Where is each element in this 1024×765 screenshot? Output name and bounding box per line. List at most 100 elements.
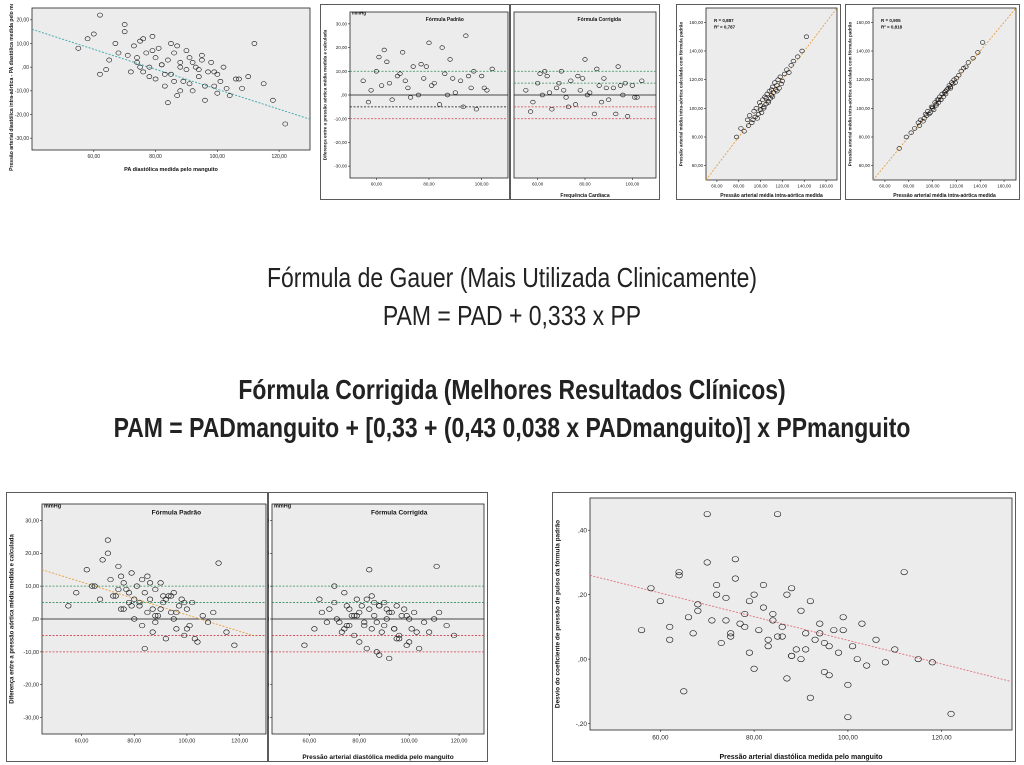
x-tick-label: 120,00 xyxy=(932,735,952,742)
data-point xyxy=(891,646,899,653)
data-point xyxy=(402,78,408,83)
data-point xyxy=(168,71,174,77)
data-point xyxy=(556,80,562,86)
data-point xyxy=(539,92,545,98)
data-point xyxy=(366,567,373,573)
data-point xyxy=(346,622,353,629)
x-tick-label: 120,00 xyxy=(271,154,287,160)
data-point xyxy=(689,630,697,637)
data-point xyxy=(896,146,902,151)
x-tick-label: 80,00 xyxy=(733,184,745,189)
x-tick-label: 100,00 xyxy=(926,184,940,189)
data-point xyxy=(210,609,217,616)
data-point xyxy=(788,652,796,659)
data-point xyxy=(245,74,252,80)
data-point xyxy=(777,74,783,79)
data-point xyxy=(211,69,218,75)
data-point xyxy=(413,629,420,635)
data-point xyxy=(727,633,735,640)
chart-hr-padrao: 60,00 80,00 100,00 30,00 20,00 10,00 ,00 -10,00… xyxy=(320,4,510,200)
data-point xyxy=(759,110,765,115)
y-tick-label: 60,00 xyxy=(859,163,871,168)
y-axis-label: Desvio do coeficiente de pressão de puls… xyxy=(555,520,562,708)
data-point xyxy=(629,83,635,88)
x-tick-label: 80,00 xyxy=(127,739,141,745)
data-point xyxy=(473,107,479,112)
data-point xyxy=(358,603,365,609)
data-point xyxy=(433,563,440,570)
data-point xyxy=(622,80,628,86)
gauer-formula: PAM = PAD + 0,333 x PP xyxy=(382,300,642,331)
data-point xyxy=(761,106,767,111)
data-point xyxy=(839,614,847,621)
top_hr_padrao-svg: 60,00 80,00 100,00 30,00 20,00 10,00 ,00 -10,00… xyxy=(320,4,510,200)
data-point xyxy=(353,613,360,619)
data-point xyxy=(115,50,122,56)
y-tick-label: 80,00 xyxy=(692,135,704,140)
chart-dbp-difference: 60,00 80,00 100,00 120,00 20,00 10,00 ,00 -10,0… xyxy=(6,4,314,174)
data-point xyxy=(900,569,908,576)
x-tick-label: 100,00 xyxy=(625,182,639,187)
y-tick-label: ,00 xyxy=(268,617,269,623)
data-point xyxy=(444,92,451,98)
data-point xyxy=(379,83,385,88)
data-point xyxy=(191,636,198,642)
data-point xyxy=(173,609,180,616)
data-point xyxy=(450,76,456,81)
data-point xyxy=(131,43,137,49)
data-point xyxy=(205,69,211,75)
data-point xyxy=(393,636,400,642)
data-point xyxy=(970,55,976,61)
x-tick-label: 120,00 xyxy=(776,184,790,189)
x-axis-label: Pressão arterial diastólica medida pelo … xyxy=(720,754,883,761)
y-tick-label: -10,00 xyxy=(23,650,39,656)
data-point xyxy=(97,71,103,77)
data-point xyxy=(170,616,177,622)
data-point xyxy=(383,616,390,622)
data-point xyxy=(195,74,202,80)
data-point xyxy=(675,572,683,579)
data-point xyxy=(749,120,755,125)
data-point xyxy=(421,619,428,625)
data-point xyxy=(694,607,702,614)
data-point xyxy=(928,659,936,666)
top_pam_corrigida-svg: 60,00 80,00 100,00 120,00 140,00 160,00 160,00… xyxy=(845,4,1020,200)
data-point xyxy=(348,613,355,619)
data-point xyxy=(741,610,749,618)
y-tick-label: ,00 xyxy=(341,93,348,98)
gauer-title: Fórmula de Gauer (Mais Utilizada Clinica… xyxy=(266,262,757,293)
data-point xyxy=(675,569,683,576)
data-point xyxy=(778,633,786,640)
data-point xyxy=(104,537,111,543)
data-point xyxy=(620,92,626,98)
y-tick-label: -20,00 xyxy=(334,140,347,145)
data-point xyxy=(844,681,852,688)
x-tick-label: 60,00 xyxy=(532,182,544,187)
data-point xyxy=(747,113,753,118)
data-point xyxy=(152,586,159,593)
data-point xyxy=(157,606,164,612)
y-tick-label: 20,00 xyxy=(268,551,269,557)
data-point xyxy=(463,33,469,38)
data-point xyxy=(140,69,147,75)
data-point xyxy=(331,599,338,606)
data-point xyxy=(146,596,154,602)
data-point xyxy=(963,64,969,69)
data-point xyxy=(639,78,645,83)
y-tick-label: -,20 xyxy=(576,721,588,728)
data-point xyxy=(830,627,838,634)
data-point xyxy=(239,86,245,91)
x-tick-label: 60,00 xyxy=(652,735,669,742)
y-tick-label: 160,00 xyxy=(689,20,703,25)
data-point xyxy=(202,83,208,89)
chart-bottom-pp-coefficient: 60,00 80,00 100,00 120,00 ,40 ,20 ,00 -,20 Press… xyxy=(552,492,1016,762)
y-tick-label: 160,00 xyxy=(856,20,870,25)
data-point xyxy=(134,55,140,61)
data-point xyxy=(117,606,125,612)
fit-line xyxy=(31,28,311,120)
data-point xyxy=(806,598,814,605)
y-tick-label: 100,00 xyxy=(689,106,703,111)
data-point xyxy=(400,50,406,55)
data-point xyxy=(336,619,343,625)
data-point xyxy=(738,126,744,131)
